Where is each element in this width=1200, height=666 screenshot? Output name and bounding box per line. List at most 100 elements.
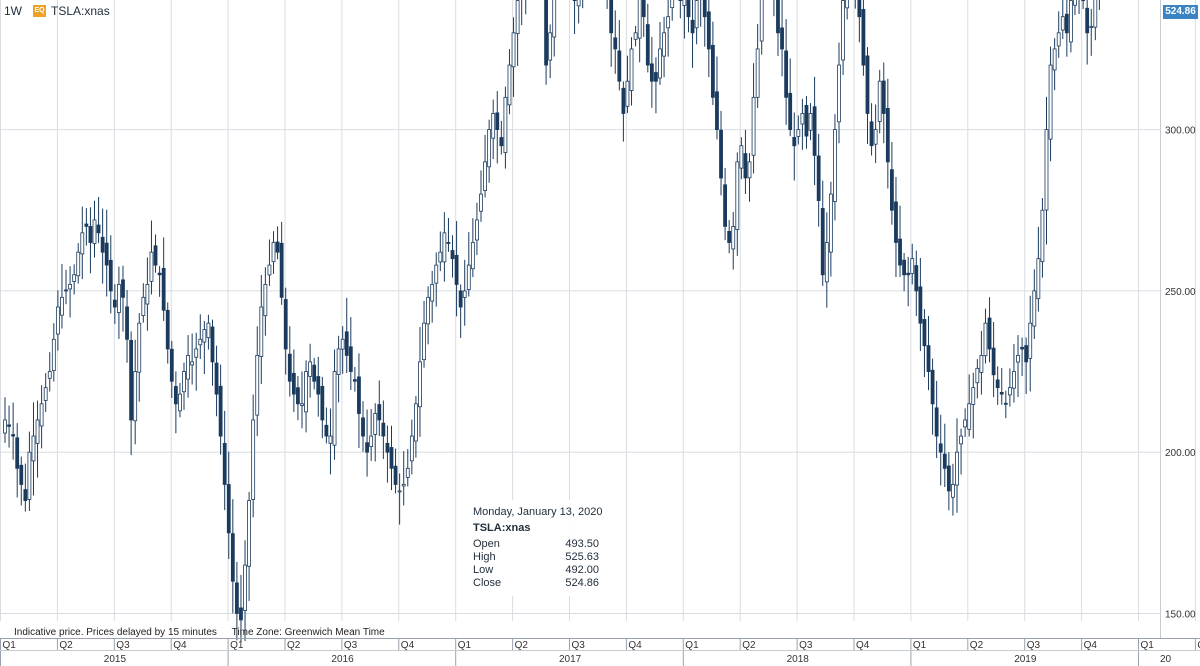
candle[interactable]: [194, 332, 199, 391]
candle[interactable]: [409, 419, 414, 475]
candle[interactable]: [772, 0, 775, 17]
candle[interactable]: [1098, 0, 1101, 10]
candle[interactable]: [515, 0, 520, 66]
candle[interactable]: [202, 320, 207, 375]
candle[interactable]: [43, 373, 48, 412]
candle[interactable]: [1007, 368, 1012, 407]
candle[interactable]: [979, 330, 984, 395]
candle[interactable]: [938, 414, 943, 486]
candle[interactable]: [397, 473, 402, 525]
candle[interactable]: [776, 0, 780, 56]
candle[interactable]: [442, 212, 447, 282]
candle[interactable]: [1085, 0, 1090, 65]
candle[interactable]: [239, 574, 243, 643]
candle[interactable]: [296, 376, 300, 421]
candle[interactable]: [495, 91, 500, 164]
candle[interactable]: [340, 326, 345, 374]
candle[interactable]: [1044, 96, 1049, 245]
candle[interactable]: [1078, 0, 1081, 15]
candle[interactable]: [983, 308, 988, 364]
candle[interactable]: [759, 0, 764, 55]
candle[interactable]: [178, 382, 182, 418]
candle[interactable]: [922, 309, 927, 378]
candle[interactable]: [479, 170, 483, 222]
candle[interactable]: [401, 451, 406, 506]
candle[interactable]: [161, 237, 166, 321]
candle[interactable]: [491, 99, 496, 160]
candle[interactable]: [418, 327, 422, 437]
candle[interactable]: [861, 0, 866, 76]
candle[interactable]: [19, 456, 24, 506]
candle[interactable]: [857, 0, 862, 43]
candle[interactable]: [1089, 8, 1094, 56]
candle[interactable]: [613, 10, 618, 74]
candle[interactable]: [92, 200, 97, 258]
candle[interactable]: [218, 364, 223, 455]
candle[interactable]: [1056, 11, 1061, 58]
candle[interactable]: [108, 235, 113, 314]
candle[interactable]: [606, 0, 609, 9]
candle[interactable]: [393, 448, 398, 494]
candle[interactable]: [503, 86, 508, 169]
candle[interactable]: [287, 326, 292, 397]
candle[interactable]: [129, 331, 134, 456]
candle[interactable]: [112, 284, 117, 324]
candle[interactable]: [72, 264, 77, 295]
candle[interactable]: [971, 372, 976, 439]
candle[interactable]: [959, 428, 963, 475]
candle[interactable]: [963, 408, 968, 437]
candle[interactable]: [426, 286, 431, 345]
candle[interactable]: [373, 403, 378, 462]
candle[interactable]: [430, 270, 435, 323]
candle[interactable]: [381, 400, 386, 459]
candle[interactable]: [1036, 226, 1041, 312]
candle[interactable]: [153, 234, 158, 273]
candle[interactable]: [1093, 0, 1098, 41]
candle[interactable]: [865, 47, 870, 144]
candle[interactable]: [1020, 337, 1024, 377]
candle[interactable]: [833, 114, 837, 221]
candle[interactable]: [365, 409, 369, 477]
candle[interactable]: [1028, 295, 1033, 392]
candle[interactable]: [23, 463, 28, 512]
candle[interactable]: [633, 25, 638, 47]
candle[interactable]: [173, 371, 178, 434]
candle[interactable]: [824, 212, 829, 308]
candle[interactable]: [344, 297, 349, 373]
candle[interactable]: [1069, 0, 1073, 53]
candle[interactable]: [934, 380, 939, 459]
candle[interactable]: [7, 405, 11, 448]
candle[interactable]: [918, 257, 923, 351]
candle[interactable]: [845, 0, 850, 20]
candle[interactable]: [499, 120, 504, 155]
candle[interactable]: [198, 314, 203, 360]
candle[interactable]: [125, 289, 129, 363]
candle[interactable]: [1052, 38, 1057, 91]
candle[interactable]: [385, 425, 390, 483]
candle[interactable]: [942, 423, 947, 488]
candle[interactable]: [414, 395, 418, 458]
candle[interactable]: [889, 141, 894, 225]
candle[interactable]: [735, 152, 740, 256]
candle[interactable]: [780, 0, 784, 77]
symbol-label[interactable]: TSLA:xnas: [51, 4, 110, 18]
candle[interactable]: [31, 402, 36, 496]
candle[interactable]: [792, 112, 797, 181]
candle[interactable]: [812, 76, 817, 186]
candle[interactable]: [873, 104, 878, 164]
candle[interactable]: [629, 37, 634, 106]
candle[interactable]: [438, 231, 443, 272]
candle[interactable]: [743, 130, 748, 194]
candle[interactable]: [145, 257, 150, 331]
candle[interactable]: [946, 452, 951, 511]
candle[interactable]: [332, 349, 337, 460]
candle[interactable]: [324, 407, 329, 444]
candle[interactable]: [121, 265, 125, 332]
candle[interactable]: [987, 297, 992, 363]
candle[interactable]: [279, 221, 284, 305]
candle[interactable]: [926, 316, 931, 391]
candle[interactable]: [617, 20, 622, 91]
candle[interactable]: [999, 367, 1004, 405]
candle[interactable]: [869, 103, 874, 156]
candle[interactable]: [881, 62, 886, 144]
